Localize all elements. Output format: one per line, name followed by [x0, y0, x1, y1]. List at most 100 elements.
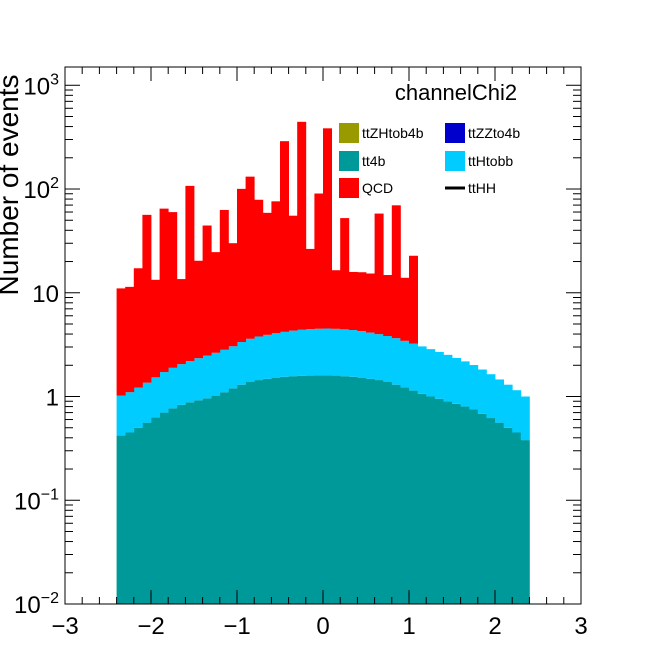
y-tick-label: 10−2: [14, 590, 59, 619]
bar-tt4b-7: [176, 404, 186, 604]
bar-tt4b-32: [391, 384, 401, 604]
bar-tt4b-1: [125, 432, 135, 604]
bar-tthtobb-31: [383, 336, 393, 382]
bar-tt4b-26: [340, 376, 350, 604]
bar-qcd-9: [194, 260, 203, 359]
bar-tt4b-40: [460, 406, 470, 604]
axes: −3 −2 −1 0 1 2 3 10−2 10−1 1 10 102 103: [14, 67, 588, 640]
bar-tt4b-35: [417, 393, 427, 604]
chart-title: channelChi2: [395, 80, 517, 105]
bar-tthtobb-47: [520, 396, 530, 441]
y-axis-label: Number of events: [0, 75, 24, 296]
bar-tt4b-6: [168, 408, 178, 604]
bar-qcd-31: [383, 275, 393, 337]
bar-tt4b-18: [271, 377, 281, 604]
bar-tthtobb-7: [176, 364, 186, 405]
bar-tt4b-24: [323, 375, 332, 604]
bar-tt4b-23: [314, 375, 324, 604]
bar-qcd-19: [280, 141, 289, 332]
bar-tthtobb-5: [159, 372, 169, 413]
bar-qcd-6: [168, 212, 178, 368]
bar-qcd-28: [357, 272, 367, 332]
bar-tthtobb-18: [271, 333, 281, 378]
bar-tt4b-45: [503, 427, 513, 604]
bar-tt4b-3: [142, 422, 152, 604]
bar-tthtobb-25: [331, 328, 341, 376]
bar-tthtobb-8: [185, 360, 195, 403]
bar-tt4b-39: [452, 403, 461, 604]
bar-tt4b-12: [219, 392, 229, 604]
bar-tthtobb-40: [460, 361, 470, 407]
bar-tthtobb-36: [426, 349, 436, 397]
bar-tthtobb-38: [443, 354, 453, 402]
legend-swatch-tt4b: [339, 151, 359, 171]
bar-tthtobb-29: [366, 332, 375, 379]
bar-tt4b-25: [331, 375, 341, 604]
bar-tthtobb-4: [151, 377, 160, 418]
bar-tt4b-5: [159, 412, 169, 604]
x-tick-label: −3: [51, 613, 78, 640]
bar-tt4b-13: [228, 388, 238, 604]
bar-tthtobb-45: [503, 384, 513, 428]
bar-tthtobb-32: [391, 338, 401, 385]
bar-qcd-4: [151, 279, 160, 378]
legend-label-qcd: QCD: [362, 180, 393, 196]
bar-tthtobb-41: [469, 365, 479, 410]
bar-tt4b-41: [469, 409, 479, 604]
legend-label-tt4b: tt4b: [362, 153, 386, 169]
bar-tthtobb-23: [314, 328, 324, 376]
bar-qcd-2: [133, 268, 143, 388]
bar-qcd-34: [409, 255, 418, 344]
bar-tthtobb-46: [512, 390, 522, 433]
bar-tt4b-19: [280, 376, 289, 604]
bar-qcd-8: [185, 185, 195, 361]
bar-tthtobb-21: [297, 329, 307, 376]
bar-tthtobb-33: [400, 340, 410, 388]
bar-qcd-17: [262, 212, 272, 335]
legend: ttZHtob4b ttZZto4b tt4b ttHtobb QCD ttHH: [339, 123, 520, 198]
legend-label-tthtobb: ttHtobb: [468, 153, 513, 169]
bar-tthtobb-10: [202, 355, 212, 399]
legend-label-tthh: ttHH: [468, 180, 496, 196]
bar-qcd-1: [125, 286, 135, 393]
bar-tt4b-14: [237, 384, 246, 604]
x-tick-label: 0: [316, 613, 329, 640]
bar-tthtobb-0: [116, 395, 126, 436]
bar-tt4b-8: [185, 402, 195, 604]
bar-tthtobb-28: [357, 331, 367, 378]
bar-qcd-16: [254, 199, 264, 337]
bar-tthtobb-37: [434, 351, 444, 399]
x-tick-label: −2: [137, 613, 164, 640]
bar-qcd-23: [314, 193, 324, 329]
histogram-bars: [116, 121, 530, 604]
bar-qcd-20: [288, 215, 298, 331]
bar-tthtobb-42: [477, 369, 487, 414]
bar-tthtobb-35: [417, 346, 427, 394]
bar-tt4b-30: [374, 380, 384, 604]
bar-tthtobb-34: [409, 343, 418, 391]
bar-tt4b-37: [434, 398, 444, 604]
bar-tthtobb-14: [237, 342, 246, 385]
bar-tthtobb-3: [142, 382, 152, 423]
bar-tt4b-46: [512, 432, 522, 604]
bar-qcd-18: [271, 201, 281, 334]
x-tick-label: 2: [488, 613, 501, 640]
legend-label-ttzzto4b: ttZZto4b: [468, 125, 520, 141]
bar-tthtobb-24: [323, 328, 332, 376]
bar-tt4b-44: [495, 422, 504, 604]
bar-qcd-21: [297, 121, 307, 330]
bar-tthtobb-13: [228, 346, 238, 389]
legend-swatch-ttzzto4b: [445, 123, 465, 143]
y-tick-label: 10: [32, 281, 59, 308]
bar-tthtobb-43: [486, 374, 496, 419]
bar-tthtobb-26: [340, 329, 350, 377]
bar-tthtobb-2: [133, 387, 143, 428]
bar-tt4b-20: [288, 376, 298, 604]
y-tick-label: 10−1: [14, 486, 59, 515]
bar-qcd-14: [237, 188, 246, 343]
bar-tt4b-22: [305, 375, 315, 604]
bar-tt4b-10: [202, 398, 212, 604]
bar-qcd-12: [219, 209, 229, 350]
x-tick-label: 1: [402, 613, 415, 640]
